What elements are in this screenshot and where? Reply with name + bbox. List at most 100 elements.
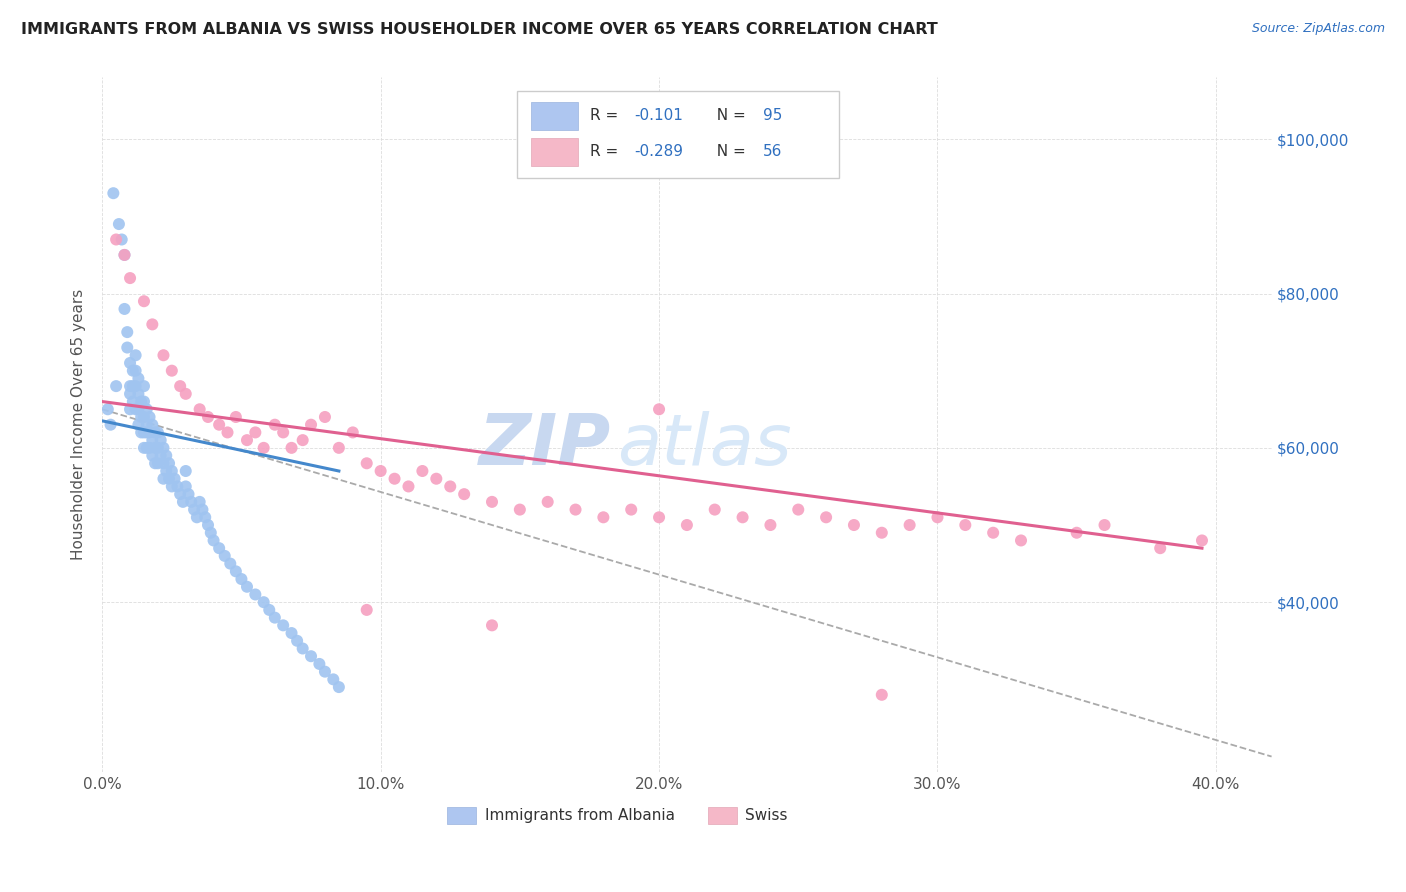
Text: N =: N =: [707, 145, 751, 160]
Point: [236, 580, 259, 594]
Point: [152, 441, 174, 455]
Point: [118, 271, 141, 285]
Point: [370, 464, 392, 478]
Point: [97, 402, 120, 417]
Text: 56: 56: [763, 145, 782, 160]
Point: [197, 518, 219, 533]
Point: [152, 472, 174, 486]
Point: [271, 618, 294, 632]
Point: [537, 495, 560, 509]
Point: [186, 510, 208, 524]
Point: [172, 495, 194, 509]
Point: [111, 232, 134, 246]
Point: [194, 510, 217, 524]
Point: [981, 525, 1004, 540]
Bar: [531, 102, 578, 129]
Text: 95: 95: [763, 108, 782, 123]
Point: [509, 502, 531, 516]
Point: [648, 510, 671, 524]
Bar: [447, 806, 477, 824]
Point: [481, 495, 503, 509]
Point: [118, 402, 141, 417]
Point: [291, 433, 314, 447]
Point: [217, 425, 239, 440]
Point: [174, 479, 197, 493]
Text: IMMIGRANTS FROM ALBANIA VS SWISS HOUSEHOLDER INCOME OVER 65 YEARS CORRELATION CH: IMMIGRANTS FROM ALBANIA VS SWISS HOUSEHO…: [21, 22, 938, 37]
Point: [299, 417, 322, 432]
Point: [124, 364, 146, 378]
Point: [138, 409, 160, 424]
Point: [105, 379, 128, 393]
Point: [439, 479, 461, 493]
Point: [141, 449, 163, 463]
Point: [129, 394, 152, 409]
Point: [103, 186, 125, 201]
Point: [155, 464, 177, 478]
Point: [1149, 541, 1171, 556]
Point: [328, 680, 350, 694]
Text: N =: N =: [707, 108, 751, 123]
Text: Immigrants from Albania: Immigrants from Albania: [485, 808, 675, 823]
Point: [225, 564, 247, 578]
Point: [188, 495, 211, 509]
Point: [927, 510, 949, 524]
Point: [117, 325, 139, 339]
Point: [208, 541, 231, 556]
Point: [132, 441, 155, 455]
Point: [453, 487, 475, 501]
Point: [127, 402, 149, 417]
Point: [124, 348, 146, 362]
Point: [127, 387, 149, 401]
Point: [411, 464, 433, 478]
Point: [121, 394, 143, 409]
Point: [108, 217, 131, 231]
Point: [214, 549, 236, 563]
Point: [174, 464, 197, 478]
Point: [299, 649, 322, 664]
Point: [245, 425, 267, 440]
Point: [166, 479, 188, 493]
Point: [787, 502, 810, 516]
Point: [143, 441, 166, 455]
Point: [384, 472, 406, 486]
Y-axis label: Householder Income Over 65 years: Householder Income Over 65 years: [72, 289, 86, 560]
Point: [169, 487, 191, 501]
Text: atlas: atlas: [617, 411, 792, 480]
Point: [231, 572, 253, 586]
Point: [135, 417, 157, 432]
Point: [100, 417, 122, 432]
Point: [271, 425, 294, 440]
Point: [152, 348, 174, 362]
Point: [245, 587, 267, 601]
Point: [121, 364, 143, 378]
Point: [157, 456, 180, 470]
Point: [1191, 533, 1213, 548]
Point: [1066, 525, 1088, 540]
Point: [152, 456, 174, 470]
Point: [592, 510, 614, 524]
Point: [291, 641, 314, 656]
Point: [163, 472, 186, 486]
Point: [135, 441, 157, 455]
Point: [105, 232, 128, 246]
Point: [263, 417, 285, 432]
Point: [132, 394, 155, 409]
Point: [308, 657, 330, 671]
Point: [842, 518, 865, 533]
Point: [118, 356, 141, 370]
Point: [225, 409, 247, 424]
Point: [114, 248, 136, 262]
Point: [280, 441, 302, 455]
Point: [219, 557, 242, 571]
Bar: [709, 806, 737, 824]
Point: [870, 525, 893, 540]
Bar: [531, 138, 578, 166]
Point: [132, 379, 155, 393]
Point: [118, 379, 141, 393]
Point: [322, 673, 344, 687]
Text: -0.289: -0.289: [634, 145, 683, 160]
Point: [124, 402, 146, 417]
Point: [202, 533, 225, 548]
Point: [731, 510, 754, 524]
Point: [197, 409, 219, 424]
